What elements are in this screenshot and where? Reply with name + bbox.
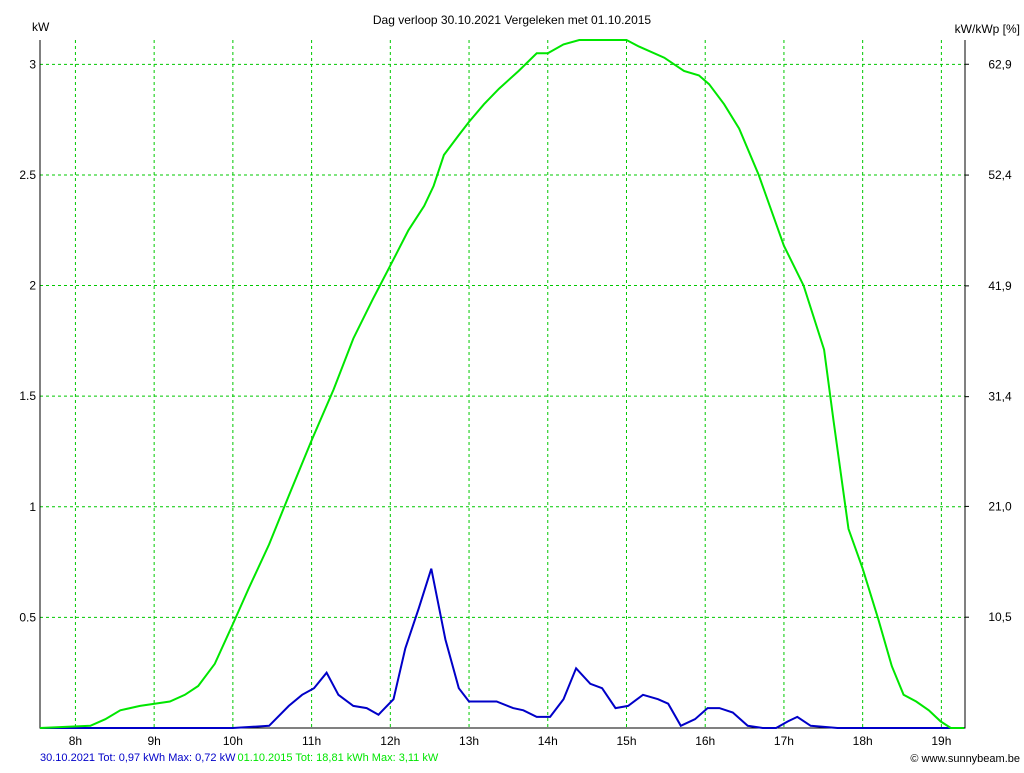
series-line xyxy=(40,568,965,729)
y-tick-label: 2.5 xyxy=(19,168,36,182)
x-tick-label: 16h xyxy=(695,734,715,748)
x-tick-label: 14h xyxy=(538,734,558,748)
y-tick-label: 3 xyxy=(29,57,36,71)
y2-axis-label: kW/kWp [%] xyxy=(955,22,1020,36)
y2-tick-label: 52,4 xyxy=(988,168,1012,182)
x-tick-label: 17h xyxy=(774,734,794,748)
y2-tick-label: 41,9 xyxy=(988,279,1012,293)
x-tick-label: 19h xyxy=(931,734,951,748)
y2-tick-label: 62,9 xyxy=(988,57,1012,71)
x-tick-label: 13h xyxy=(459,734,479,748)
plot-frame xyxy=(39,40,966,729)
legend-entry: 30.10.2021 Tot: 0,97 kWh Max: 0,72 kW xyxy=(40,752,236,764)
y-tick-label: 1.5 xyxy=(19,389,36,403)
x-tick-label: 18h xyxy=(853,734,873,748)
x-tick-label: 15h xyxy=(616,734,636,748)
x-tick-label: 11h xyxy=(302,734,321,748)
y2-tick-label: 10,5 xyxy=(988,610,1012,624)
legend-entry: 01.10.2015 Tot: 18,81 kWh Max: 3,11 kW xyxy=(237,752,438,764)
chart-title: Dag verloop 30.10.2021 Vergeleken met 01… xyxy=(373,13,652,27)
y-axis-label: kW xyxy=(32,20,50,34)
x-tick-label: 10h xyxy=(223,734,243,748)
y-tick-label: 1 xyxy=(29,500,36,514)
source: © www.sunnybeam.be xyxy=(910,753,1020,765)
y2-tick-label: 31,4 xyxy=(988,390,1012,404)
x-tick-label: 8h xyxy=(69,734,82,748)
y-tick-label: 2 xyxy=(29,279,36,293)
y2-tick-label: 21,0 xyxy=(988,499,1012,513)
series-line xyxy=(39,39,965,729)
x-tick-label: 12h xyxy=(380,734,400,748)
x-tick-label: 9h xyxy=(147,734,160,748)
y-tick-label: 0.5 xyxy=(19,610,36,624)
